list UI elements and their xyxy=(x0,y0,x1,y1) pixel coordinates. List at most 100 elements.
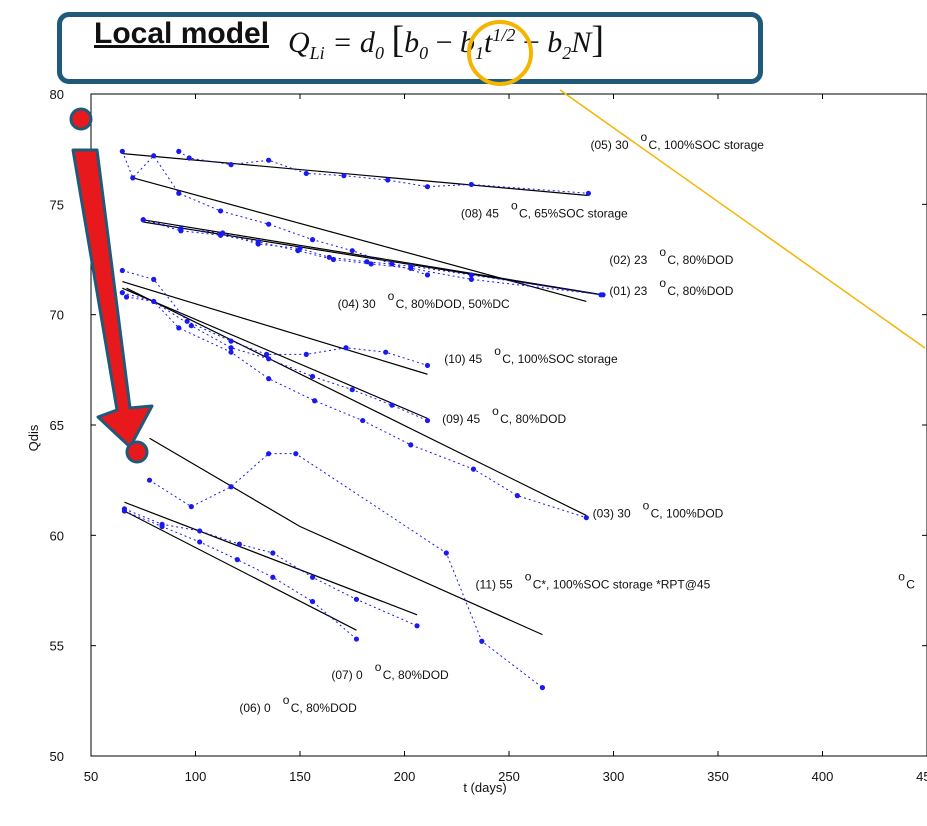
data-point xyxy=(424,417,431,424)
fit-line xyxy=(124,501,418,616)
data-point xyxy=(119,267,125,274)
annotation-label: (01) 23 xyxy=(609,284,647,298)
x-axis-title: t (days) xyxy=(463,780,506,795)
data-points xyxy=(119,148,606,691)
annotation-unit: C, 65%SOC storage xyxy=(519,207,628,221)
data-point xyxy=(309,237,316,243)
degree-symbol: o xyxy=(525,569,532,583)
data-point xyxy=(119,290,125,296)
data-point xyxy=(424,184,431,190)
red-dot-marker xyxy=(125,440,149,464)
y-tick-label: 55 xyxy=(50,639,64,654)
x-tick-label: 150 xyxy=(289,769,311,784)
data-point xyxy=(266,157,272,163)
data-point xyxy=(303,351,309,357)
y-tick-label: 60 xyxy=(50,528,64,543)
data-point xyxy=(309,598,316,605)
formula-bracket-close: ] xyxy=(591,19,604,61)
data-point xyxy=(228,162,234,168)
y-tick-label: 70 xyxy=(50,308,64,323)
series-line xyxy=(124,510,357,640)
y-tick-label: 65 xyxy=(50,418,64,433)
series-annotation: (03) 30 oC, 100%DOD xyxy=(593,499,724,521)
data-point xyxy=(217,208,224,214)
data-point xyxy=(424,362,431,369)
fit-line xyxy=(122,152,589,197)
series-line xyxy=(124,508,418,627)
data-point xyxy=(197,539,203,545)
series-line xyxy=(143,219,604,296)
data-point xyxy=(151,276,157,282)
formula-lhs: QLi = d0 xyxy=(288,26,384,63)
data-point xyxy=(353,636,360,642)
data-point xyxy=(341,173,347,179)
annotation-unit: C, 100%SOC storage xyxy=(502,352,618,366)
formula-bracket-open: [ xyxy=(391,19,405,61)
data-point xyxy=(188,504,194,510)
data-point xyxy=(234,557,240,563)
data-point xyxy=(178,228,184,234)
data-point xyxy=(583,515,589,521)
data-point xyxy=(349,248,355,254)
red-dot-marker xyxy=(69,107,93,131)
annotation-unit: C*, 100%SOC storage *RPT@45 xyxy=(533,577,711,591)
formula-minus-1: − xyxy=(435,26,453,59)
red-down-arrow xyxy=(71,148,154,449)
data-point xyxy=(188,323,194,329)
annotation-unit: C, 80%DOD, 50%DC xyxy=(396,297,510,311)
data-point xyxy=(176,148,182,154)
series-line xyxy=(122,292,428,422)
degree-symbol: o xyxy=(898,569,905,583)
data-point xyxy=(539,684,546,691)
data-point xyxy=(270,550,276,556)
annotation-unit: C, 80%DOD xyxy=(667,284,733,298)
data-point xyxy=(159,523,165,530)
annotation-unit: C, 100%SOC storage xyxy=(649,138,765,152)
annotation-unit: C, 80%DOD xyxy=(383,668,449,682)
model-title: Local model xyxy=(94,17,270,50)
series-annotation: (05) 30 oC, 100%SOC storage xyxy=(591,130,765,152)
data-point xyxy=(140,217,146,223)
y-axis-title: Qdis xyxy=(26,424,41,451)
data-point xyxy=(479,638,485,644)
data-point xyxy=(408,442,414,448)
data-point xyxy=(468,181,474,188)
data-point xyxy=(266,451,272,457)
annotation-label: (06) 0 xyxy=(239,701,271,715)
data-point xyxy=(312,398,318,404)
data-point xyxy=(228,349,234,355)
degree-symbol: o xyxy=(375,660,382,674)
axis-ticks: 50 100 150 200 250 300 350 400 450 50 55 60 65 70 75 80 xyxy=(50,87,927,784)
data-point xyxy=(184,318,190,324)
series-annotation: (07) 0 oC, 80%DOD xyxy=(331,660,449,682)
series-line xyxy=(143,219,602,296)
data-point xyxy=(228,484,234,490)
highlight-circle xyxy=(467,20,533,86)
series-annotation: (09) 45 oC, 80%DOD xyxy=(442,404,566,426)
y-tick-label: 75 xyxy=(50,197,64,212)
data-point xyxy=(364,259,370,265)
data-point xyxy=(266,221,272,227)
fit-line xyxy=(149,437,543,636)
data-point xyxy=(514,493,520,499)
degree-symbol: o xyxy=(388,289,395,303)
x-tick-label: 350 xyxy=(707,769,729,784)
data-point xyxy=(389,402,395,408)
fit-line xyxy=(122,287,428,419)
data-point xyxy=(309,373,316,380)
fit-line xyxy=(124,510,357,631)
series-annotation: (10) 45 oC, 100%SOC storage xyxy=(444,344,618,366)
data-point xyxy=(383,349,389,355)
data-point xyxy=(330,256,337,263)
data-point xyxy=(176,325,182,331)
annotation-label: (09) 45 xyxy=(442,412,480,426)
annotation-label: (04) 30 xyxy=(338,297,376,311)
fit-line xyxy=(132,177,587,303)
data-point xyxy=(123,294,130,300)
annotation-unit: C, 100%DOD xyxy=(651,507,724,521)
annotation-label: (02) 23 xyxy=(609,253,647,267)
formula-b2-term: b2N xyxy=(547,26,592,63)
series-annotation: (06) 0 oC, 80%DOD xyxy=(239,693,357,715)
